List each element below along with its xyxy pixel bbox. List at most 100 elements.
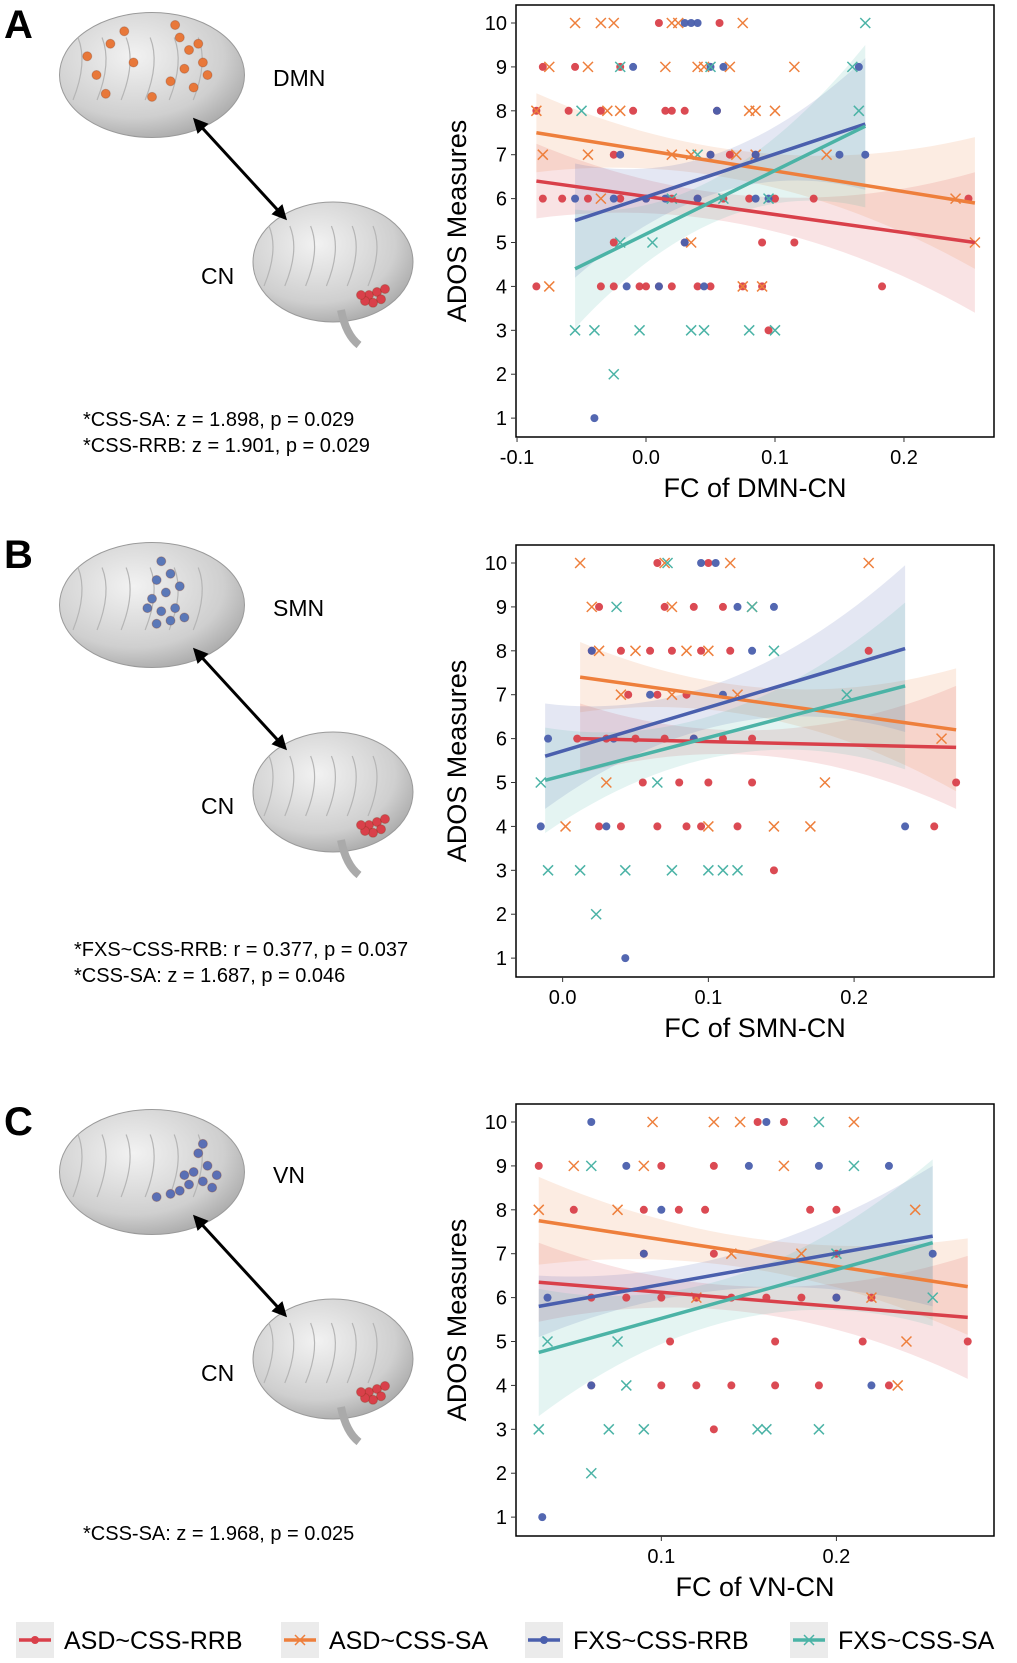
double-arrow-icon: [192, 1214, 288, 1318]
data-point: [680, 106, 689, 115]
data-point: [726, 646, 735, 655]
data-point: [608, 17, 620, 29]
data-point: [704, 559, 713, 567]
network-node: [179, 63, 190, 74]
fit-line-asd-css-rrb: [538, 1280, 968, 1320]
points-asd-css-sa: [530, 17, 981, 292]
data-point: [654, 282, 663, 291]
data-point: [621, 954, 630, 963]
network-node: [165, 615, 176, 626]
x-axis-label: FC of SMN-CN: [664, 1013, 846, 1043]
x-tick-label: 0.2: [823, 1546, 851, 1568]
data-point: [682, 822, 691, 831]
network-node: [372, 817, 382, 827]
points-fxs-css-rrb: [538, 1118, 937, 1522]
network-node: [376, 1391, 386, 1402]
brain-sulcus: [72, 1134, 83, 1198]
data-point: [743, 324, 755, 336]
data-point: [583, 194, 592, 203]
data-point: [653, 690, 662, 699]
network-node: [184, 45, 194, 55]
data-point: [748, 734, 757, 743]
brain-sulcus: [96, 37, 107, 101]
data-point: [701, 1205, 710, 1214]
stat-text: *CSS-SA: z = 1.898, p = 0.029: [83, 409, 354, 431]
data-point: [622, 1161, 631, 1170]
fit-line-asd-css-sa: [579, 675, 957, 732]
data-point: [616, 822, 625, 831]
data-point: [848, 1160, 860, 1172]
x-tick-label: 0.1: [694, 987, 722, 1009]
data-point: [537, 149, 549, 161]
brain-sulcus: [284, 755, 295, 817]
data-point: [708, 1116, 720, 1128]
data-point: [779, 1118, 788, 1126]
data-point: [730, 149, 742, 161]
brain-hemisphere: [252, 1298, 414, 1420]
data-point: [609, 150, 618, 159]
data-point: [639, 1249, 648, 1258]
points-fxs-css-sa: [533, 1116, 939, 1479]
network-node: [368, 297, 378, 308]
data-point: [832, 1205, 841, 1214]
data-point: [854, 62, 863, 71]
data-point: [657, 1381, 666, 1390]
data-point: [769, 105, 781, 117]
network-node: [165, 1188, 176, 1199]
network-node: [368, 827, 378, 838]
fit-line-fxs-css-rrb: [574, 122, 866, 223]
data-point: [697, 646, 706, 655]
brain-sulcus: [72, 37, 83, 101]
data-point: [724, 557, 736, 569]
fit-line-fxs-css-rrb: [544, 646, 906, 758]
ci-band-fxs-css-sa: [545, 602, 906, 833]
data-point: [590, 414, 599, 423]
x-tick-label: 0.2: [890, 447, 918, 469]
data-point: [571, 194, 580, 203]
legend-label: ASD~CSS-RRB: [64, 1627, 243, 1655]
brain-sulcus: [325, 225, 336, 287]
data-point: [764, 326, 773, 335]
network-label: SMN: [273, 595, 324, 621]
data-point: [622, 282, 631, 291]
data-point: [659, 557, 671, 569]
data-point: [900, 1335, 912, 1348]
brain-sulcus: [192, 567, 203, 631]
data-point: [609, 238, 618, 247]
brain-sulcus: [263, 225, 274, 287]
data-point: [727, 1381, 736, 1390]
ci-band-asd-css-rrb: [538, 1242, 968, 1379]
data-point: [564, 106, 573, 115]
legend-marker-circle: [540, 1636, 548, 1644]
data-point: [692, 1381, 701, 1390]
data-point: [573, 734, 582, 743]
data-point: [685, 324, 697, 336]
network-node: [151, 1192, 162, 1202]
data-point: [638, 1423, 650, 1435]
data-point: [629, 62, 638, 71]
brain-sulcus: [96, 1134, 107, 1198]
data-point: [718, 602, 727, 611]
data-point: [768, 645, 780, 657]
data-point: [614, 61, 626, 73]
data-point: [752, 1423, 764, 1435]
chart-2: 1 2 3 4 5 6 7 8 9 10 0.0 0.1 0.2 FC of SMN-CN ADOS Mea…: [442, 544, 995, 1043]
y-tick-label: 6: [496, 189, 507, 211]
data-point: [813, 1423, 825, 1435]
data-point: [748, 778, 757, 787]
brain-sulcus: [263, 755, 274, 817]
network-node: [380, 1381, 390, 1391]
target-label: CN: [201, 263, 234, 289]
data-point: [819, 776, 831, 789]
data-point: [832, 1293, 841, 1302]
data-point: [596, 282, 605, 291]
legend-marker-cross: [294, 1634, 306, 1646]
data-point: [538, 62, 547, 71]
data-point: [685, 236, 697, 249]
data-point: [638, 1160, 650, 1172]
stat-text: *CSS-RRB: z = 1.901, p = 0.029: [83, 435, 370, 457]
data-point: [693, 282, 702, 291]
network-node: [82, 51, 93, 62]
data-point: [574, 864, 586, 876]
data-point: [762, 1118, 771, 1126]
